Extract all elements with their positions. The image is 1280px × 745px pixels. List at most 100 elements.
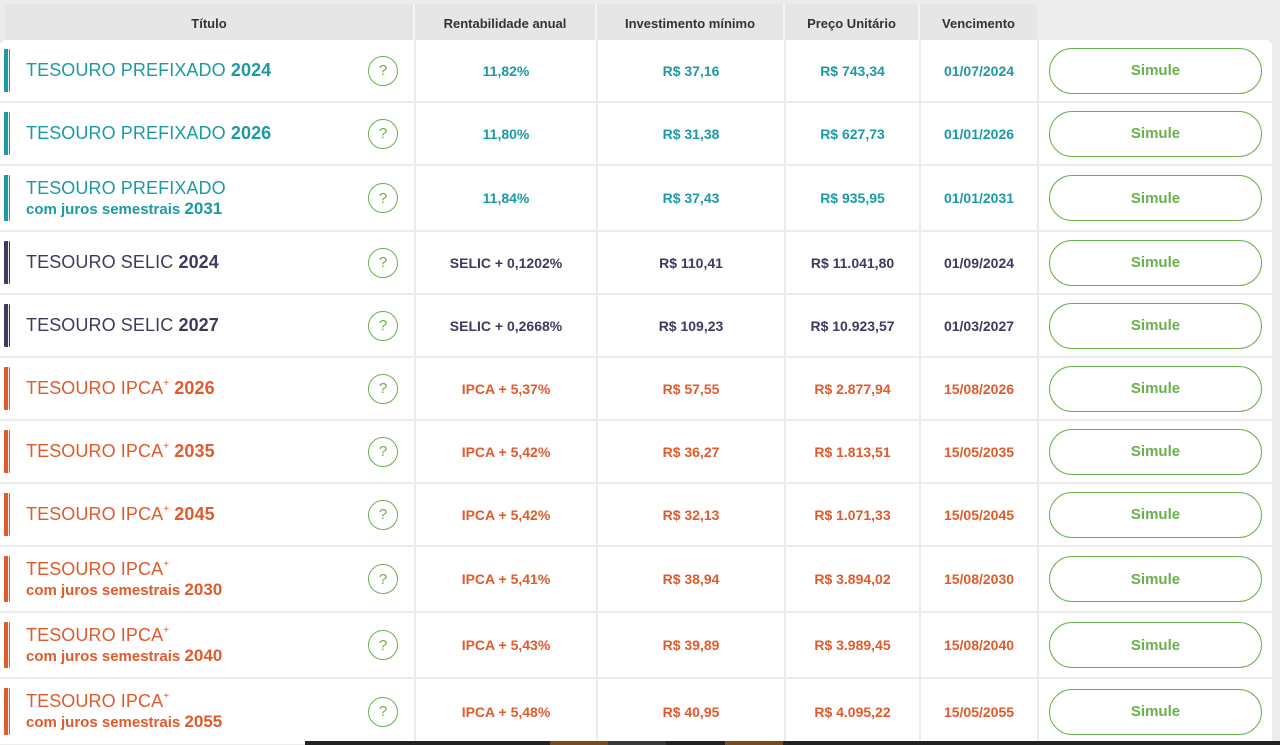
rentabilidade-cell: 11,84% [416, 166, 598, 230]
title-label: TESOURO IPCA+ com juros semestrais 2040 [26, 625, 222, 665]
simule-button[interactable]: Simule [1049, 428, 1262, 475]
investimento-cell: R$ 37,43 [598, 166, 786, 230]
simule-cell: Simule [1039, 40, 1272, 101]
investimento-cell: R$ 110,41 [598, 232, 786, 293]
simule-button[interactable]: Simule [1049, 365, 1262, 412]
question-circle-icon[interactable]: ? [368, 310, 398, 341]
rentabilidade-cell: SELIC + 0,1202% [416, 232, 598, 293]
category-bar [4, 622, 10, 668]
table-row: TESOURO PREFIXADO 2026 ? 11,80% R$ 31,38… [0, 103, 1272, 166]
investimento-cell: R$ 57,55 [598, 358, 786, 419]
preco-cell: R$ 3.989,45 [786, 613, 921, 677]
title-cell: TESOURO PREFIXADO 2026 ? [0, 103, 416, 164]
table-header: Título Rentabilidade anual Investimento … [5, 4, 1037, 42]
rentabilidade-cell: IPCA + 5,37% [416, 358, 598, 419]
table-row: TESOURO IPCA+ 2045 ? IPCA + 5,42% R$ 32,… [0, 484, 1272, 547]
title-name: TESOURO IPCA+ [26, 691, 170, 712]
rentabilidade-cell: IPCA + 5,41% [416, 547, 598, 611]
preco-cell: R$ 1.071,33 [786, 484, 921, 545]
question-circle-icon[interactable]: ? [368, 436, 398, 467]
simule-cell: Simule [1039, 295, 1272, 356]
preco-cell: R$ 3.894,02 [786, 547, 921, 611]
simule-button[interactable]: Simule [1049, 491, 1262, 538]
investimento-cell: R$ 39,89 [598, 613, 786, 677]
question-circle-icon[interactable]: ? [368, 630, 398, 660]
question-circle-icon[interactable]: ? [368, 183, 398, 213]
title-cell: TESOURO PREFIXADO 2024 ? [0, 40, 416, 101]
simule-button[interactable]: Simule [1049, 239, 1262, 286]
title-label: TESOURO SELIC 2027 [26, 315, 219, 336]
table-row: TESOURO IPCA+ 2035 ? IPCA + 5,42% R$ 36,… [0, 421, 1272, 484]
question-circle-icon[interactable]: ? [368, 118, 398, 149]
simule-button[interactable]: Simule [1049, 302, 1262, 349]
title-cell: TESOURO IPCA+ com juros semestrais 2030 ? [0, 547, 416, 611]
simule-button[interactable]: Simule [1049, 175, 1262, 221]
question-circle-icon[interactable]: ? [368, 373, 398, 404]
title-label: TESOURO SELIC 2024 [26, 252, 219, 273]
rentabilidade-cell: 11,82% [416, 40, 598, 101]
vencimento-cell: 15/08/2026 [921, 358, 1039, 419]
table-row: TESOURO SELIC 2024 ? SELIC + 0,1202% R$ … [0, 232, 1272, 295]
vencimento-cell: 01/07/2024 [921, 40, 1039, 101]
title-cell: TESOURO IPCA+ com juros semestrais 2055 ? [0, 679, 416, 744]
title-cell: TESOURO SELIC 2024 ? [0, 232, 416, 293]
simule-button[interactable]: Simule [1049, 622, 1262, 668]
table-row: TESOURO IPCA+ com juros semestrais 2055 ?… [0, 679, 1272, 745]
question-circle-icon[interactable]: ? [368, 696, 398, 727]
rentabilidade-cell: SELIC + 0,2668% [416, 295, 598, 356]
rentabilidade-cell: IPCA + 5,48% [416, 679, 598, 744]
simule-button[interactable]: Simule [1049, 556, 1262, 602]
vencimento-cell: 15/05/2035 [921, 421, 1039, 482]
rentabilidade-cell: IPCA + 5,42% [416, 484, 598, 545]
vencimento-cell: 01/01/2026 [921, 103, 1039, 164]
question-circle-icon[interactable]: ? [368, 247, 398, 278]
table-row: TESOURO IPCA+ 2026 ? IPCA + 5,37% R$ 57,… [0, 358, 1272, 421]
preco-cell: R$ 11.041,80 [786, 232, 921, 293]
vencimento-cell: 15/05/2045 [921, 484, 1039, 545]
table-row: TESOURO SELIC 2027 ? SELIC + 0,2668% R$ … [0, 295, 1272, 358]
question-circle-icon[interactable]: ? [368, 564, 398, 594]
treasury-table: TESOURO PREFIXADO 2024 ? 11,82% R$ 37,16… [0, 40, 1272, 745]
header-titulo: Título [5, 4, 415, 42]
title-label: TESOURO PREFIXADO com juros semestrais 20… [26, 178, 226, 218]
category-bar [4, 241, 10, 284]
simule-cell: Simule [1039, 166, 1272, 230]
simule-button[interactable]: Simule [1049, 110, 1262, 157]
simule-button[interactable]: Simule [1049, 688, 1262, 735]
category-bar [4, 493, 10, 536]
title-name: TESOURO IPCA+ [26, 558, 170, 579]
question-circle-icon[interactable]: ? [368, 55, 398, 86]
preco-cell: R$ 935,95 [786, 166, 921, 230]
investimento-cell: R$ 32,13 [598, 484, 786, 545]
table-row: TESOURO PREFIXADO 2024 ? 11,82% R$ 37,16… [0, 40, 1272, 103]
rentabilidade-cell: IPCA + 5,42% [416, 421, 598, 482]
vencimento-cell: 01/03/2027 [921, 295, 1039, 356]
simule-cell: Simule [1039, 613, 1272, 677]
title-cell: TESOURO IPCA+ com juros semestrais 2040 ? [0, 613, 416, 677]
header-investimento: Investimento mínimo [597, 4, 785, 42]
category-bar [4, 430, 10, 473]
title-subtitle: com juros semestrais 2030 [26, 579, 223, 599]
vencimento-cell: 15/08/2040 [921, 613, 1039, 677]
category-bar [4, 556, 10, 602]
investimento-cell: R$ 109,23 [598, 295, 786, 356]
table-row: TESOURO IPCA+ com juros semestrais 2030 ?… [0, 547, 1272, 613]
investimento-cell: R$ 38,94 [598, 547, 786, 611]
simule-button[interactable]: Simule [1049, 47, 1262, 94]
preco-cell: R$ 743,34 [786, 40, 921, 101]
table-row: TESOURO IPCA+ com juros semestrais 2040 ?… [0, 613, 1272, 679]
category-bar [4, 367, 10, 410]
question-circle-icon[interactable]: ? [368, 499, 398, 530]
category-bar [4, 304, 10, 347]
simule-cell: Simule [1039, 679, 1272, 744]
title-name: TESOURO IPCA+ 2026 [26, 378, 215, 399]
title-label: TESOURO IPCA+ 2026 [26, 378, 215, 399]
title-label: TESOURO IPCA+ 2045 [26, 504, 215, 525]
title-cell: TESOURO PREFIXADO com juros semestrais 20… [0, 166, 416, 230]
table-row: TESOURO PREFIXADO com juros semestrais 20… [0, 166, 1272, 232]
simule-cell: Simule [1039, 421, 1272, 482]
simule-cell: Simule [1039, 484, 1272, 545]
title-cell: TESOURO SELIC 2027 ? [0, 295, 416, 356]
title-label: TESOURO IPCA+ 2035 [26, 441, 215, 462]
title-cell: TESOURO IPCA+ 2045 ? [0, 484, 416, 545]
